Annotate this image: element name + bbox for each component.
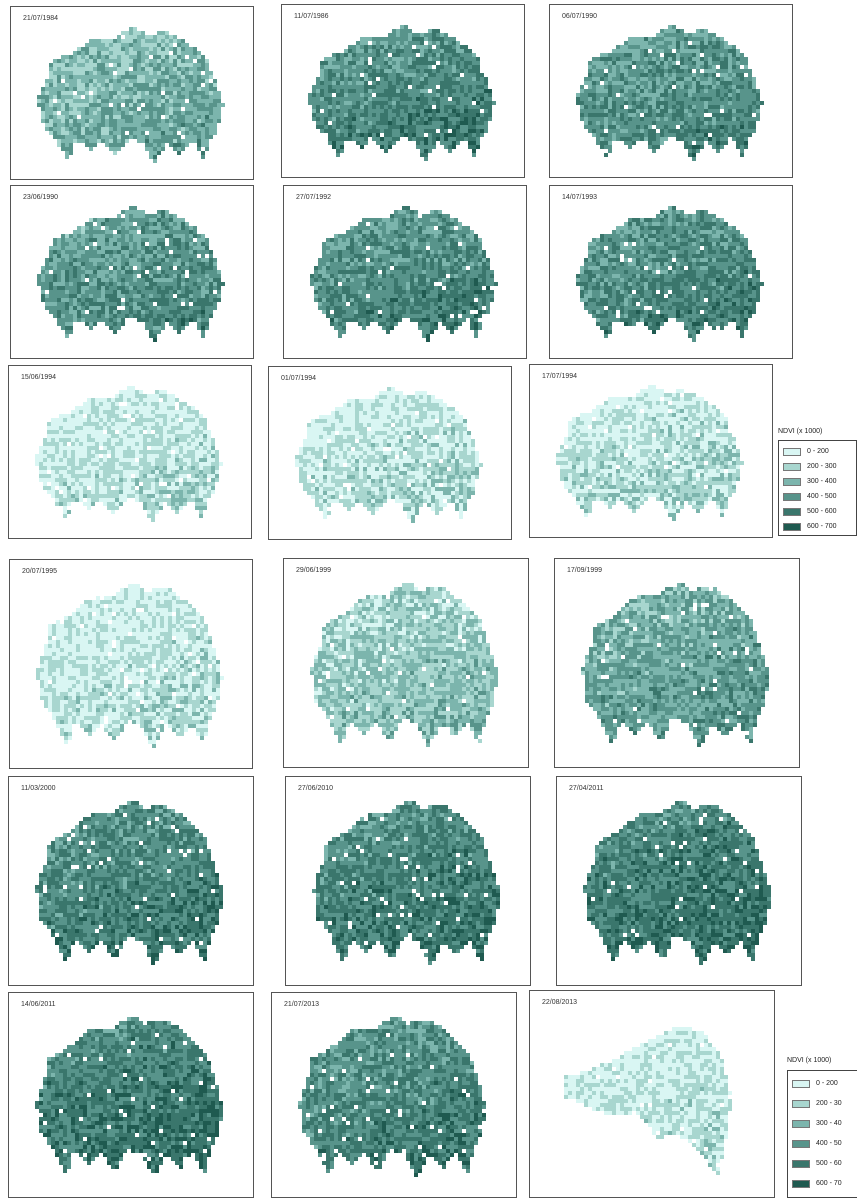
ndvi-legend-top: NDVI (x 1000) 0 - 200 200 - 300 300 - 40… (778, 428, 857, 538)
map-panel-1: 21/07/1984 (10, 6, 254, 180)
legend-label: 0 - 200 (807, 447, 829, 457)
ndvi-map (310, 583, 498, 747)
map-panel-17: 21/07/2013 (271, 992, 517, 1198)
ndvi-map (36, 584, 224, 748)
ndvi-map (576, 206, 764, 342)
panel-date: 21/07/1984 (23, 15, 58, 22)
panel-date: 11/07/1986 (294, 13, 329, 20)
ndvi-map (556, 385, 744, 521)
panel-date: 27/04/2011 (569, 785, 604, 792)
panel-date: 14/07/1993 (562, 194, 597, 201)
panel-date: 14/06/2011 (21, 1001, 56, 1008)
legend-swatch (783, 463, 801, 471)
legend-label: 300 - 40 (816, 1119, 842, 1129)
legend-swatch (783, 508, 801, 516)
ndvi-map (37, 206, 225, 342)
ndvi-map (564, 1027, 732, 1175)
panel-date: 06/07/1990 (562, 13, 597, 20)
legend-box: 0 - 200 200 - 300 300 - 400 400 - 500 50… (778, 440, 857, 536)
legend-label: 0 - 200 (816, 1079, 838, 1089)
panel-date: 20/07/1995 (22, 568, 57, 575)
map-panel-4: 23/06/1990 (10, 185, 254, 359)
legend-title: NDVI (x 1000) (787, 1057, 831, 1064)
panel-date: 23/06/1990 (23, 194, 58, 201)
map-panel-6: 14/07/1993 (549, 185, 793, 359)
map-panel-9: 17/07/1994 (529, 364, 773, 538)
map-panel-13: 11/03/2000 (8, 776, 254, 986)
ndvi-map (308, 25, 496, 161)
legend-swatch (792, 1080, 810, 1088)
panel-date: 27/07/1992 (296, 194, 331, 201)
panel-date: 17/07/1994 (542, 373, 577, 380)
panel-date: 29/06/1999 (296, 567, 331, 574)
legend-label: 200 - 300 (807, 462, 837, 472)
map-panel-18: 22/08/2013 (529, 990, 775, 1198)
legend-swatch (792, 1100, 810, 1108)
panel-date: 27/06/2010 (298, 785, 333, 792)
map-panel-11: 29/06/1999 (283, 558, 529, 768)
ndvi-map (312, 801, 500, 965)
map-panel-16: 14/06/2011 (8, 992, 254, 1198)
map-panel-7: 15/06/1994 (8, 365, 252, 539)
map-panel-8: 01/07/1994 (268, 366, 512, 540)
ndvi-map (583, 801, 771, 965)
panel-date: 21/07/2013 (284, 1001, 319, 1008)
ndvi-map (295, 387, 483, 523)
legend-label: 400 - 50 (816, 1139, 842, 1149)
legend-swatch (792, 1140, 810, 1148)
legend-swatch (783, 493, 801, 501)
ndvi-map (576, 25, 764, 161)
ndvi-map (581, 583, 769, 747)
panel-date: 15/06/1994 (21, 374, 56, 381)
legend-title: NDVI (x 1000) (778, 428, 822, 435)
legend-swatch (783, 523, 801, 531)
legend-swatch (783, 478, 801, 486)
map-panel-10: 20/07/1995 (9, 559, 253, 769)
map-panel-15: 27/04/2011 (556, 776, 802, 986)
legend-swatch (783, 448, 801, 456)
ndvi-legend-bottom: NDVI (x 1000) 0 - 200 200 - 30 300 - 40 … (787, 1057, 857, 1198)
ndvi-map (35, 386, 223, 522)
legend-label: 600 - 70 (816, 1179, 842, 1189)
map-panel-2: 11/07/1986 (281, 4, 525, 178)
legend-label: 600 - 700 (807, 522, 837, 532)
legend-label: 400 - 500 (807, 492, 837, 502)
panel-date: 22/08/2013 (542, 999, 577, 1006)
ndvi-map (37, 27, 225, 163)
map-panel-12: 17/09/1999 (554, 558, 800, 768)
legend-label: 500 - 600 (807, 507, 837, 517)
panel-date: 11/03/2000 (21, 785, 56, 792)
map-panel-5: 27/07/1992 (283, 185, 527, 359)
legend-swatch (792, 1180, 810, 1188)
legend-box: 0 - 200 200 - 30 300 - 40 400 - 50 500 -… (787, 1070, 857, 1198)
ndvi-map (298, 1017, 486, 1177)
panel-date: 01/07/1994 (281, 375, 316, 382)
legend-label: 300 - 400 (807, 477, 837, 487)
map-panel-3: 06/07/1990 (549, 4, 793, 178)
legend-swatch (792, 1160, 810, 1168)
panel-date: 17/09/1999 (567, 567, 602, 574)
ndvi-map (35, 1017, 223, 1173)
legend-swatch (792, 1120, 810, 1128)
legend-label: 200 - 30 (816, 1099, 842, 1109)
legend-label: 500 - 60 (816, 1159, 842, 1169)
ndvi-map (310, 206, 498, 342)
ndvi-map (35, 801, 223, 965)
map-panel-14: 27/06/2010 (285, 776, 531, 986)
